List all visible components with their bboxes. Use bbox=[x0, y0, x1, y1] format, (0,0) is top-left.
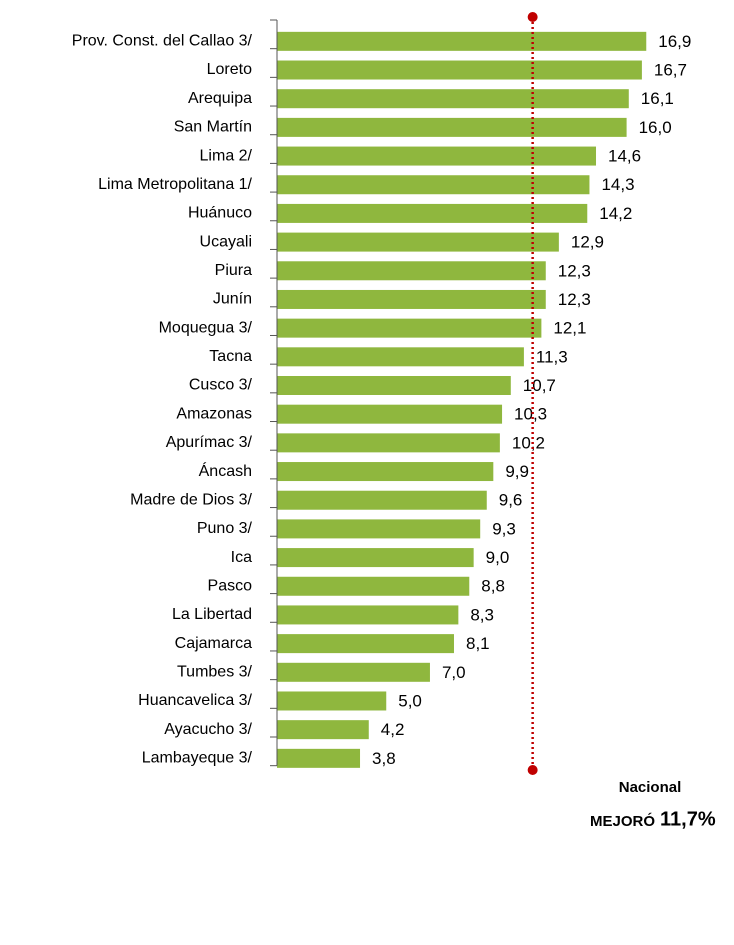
value-label: 8,3 bbox=[470, 605, 494, 624]
bar bbox=[277, 433, 500, 453]
value-label: 4,2 bbox=[381, 720, 405, 739]
category-label: Prov. Const. del Callao 3/ bbox=[72, 33, 253, 50]
category-label: Huancavelica 3/ bbox=[138, 692, 252, 709]
bar bbox=[277, 748, 361, 768]
value-label: 16,1 bbox=[641, 89, 674, 108]
category-label: Lima 2/ bbox=[200, 147, 253, 164]
value-label: 14,6 bbox=[608, 147, 641, 166]
category-label: La Libertad bbox=[172, 606, 252, 623]
bar bbox=[277, 490, 487, 510]
category-label: San Martín bbox=[174, 119, 252, 136]
value-label: 16,7 bbox=[654, 61, 687, 80]
category-label: Ayacucho 3/ bbox=[164, 721, 252, 738]
bar bbox=[277, 576, 470, 596]
bar bbox=[277, 720, 369, 740]
category-label: Pasco bbox=[208, 577, 253, 594]
bar bbox=[277, 662, 430, 682]
category-label: Apurímac 3/ bbox=[166, 434, 253, 451]
annotation-line2: MEJORÓ bbox=[590, 812, 655, 830]
value-label: 3,8 bbox=[372, 749, 396, 768]
value-label: 9,3 bbox=[492, 519, 516, 538]
reference-end bbox=[527, 12, 538, 22]
value-label: 10,3 bbox=[514, 405, 547, 424]
bar bbox=[277, 60, 642, 80]
category-label: Amazonas bbox=[176, 405, 252, 422]
value-label: 12,1 bbox=[553, 319, 586, 338]
value-label: 14,3 bbox=[601, 175, 634, 194]
category-label: Cusco 3/ bbox=[189, 377, 253, 394]
category-label: Junín bbox=[213, 291, 252, 308]
category-label: Arequipa bbox=[188, 90, 252, 107]
category-label: Lambayeque 3/ bbox=[142, 750, 253, 767]
bar bbox=[277, 289, 546, 309]
bar bbox=[277, 605, 459, 625]
value-label: 12,3 bbox=[558, 290, 591, 309]
bar bbox=[277, 462, 494, 482]
annotation-value: 11,7% bbox=[660, 808, 716, 830]
value-label: 16,9 bbox=[658, 32, 691, 51]
bar bbox=[277, 31, 647, 51]
value-label: 5,0 bbox=[398, 691, 422, 710]
category-label: Ica bbox=[231, 549, 252, 566]
bar bbox=[277, 117, 627, 137]
value-label: 9,0 bbox=[486, 548, 510, 567]
category-label: Huánuco bbox=[188, 205, 252, 222]
reference-end bbox=[527, 765, 538, 775]
category-label: Tacna bbox=[209, 348, 252, 365]
category-label: Tumbes 3/ bbox=[177, 664, 253, 681]
category-label: Madre de Dios 3/ bbox=[130, 491, 252, 508]
bar bbox=[277, 318, 542, 338]
value-label: 7,0 bbox=[442, 663, 466, 682]
value-label: 11,3 bbox=[536, 347, 568, 366]
bar bbox=[277, 634, 454, 654]
category-label: Cajamarca bbox=[175, 635, 252, 652]
category-label: Puno 3/ bbox=[197, 520, 253, 537]
value-label: 16,0 bbox=[639, 118, 672, 137]
value-label: 14,2 bbox=[599, 204, 632, 223]
bar bbox=[277, 175, 590, 195]
value-label: 8,1 bbox=[466, 634, 490, 653]
value-label: 9,6 bbox=[499, 491, 523, 510]
category-label: Loreto bbox=[207, 61, 252, 78]
value-label: 12,9 bbox=[571, 233, 604, 252]
category-label: Piura bbox=[215, 262, 252, 279]
bar bbox=[277, 519, 481, 539]
value-label: 10,2 bbox=[512, 433, 545, 452]
bar bbox=[277, 691, 387, 711]
bar bbox=[277, 548, 474, 568]
bar bbox=[277, 347, 524, 367]
value-label: 8,8 bbox=[481, 577, 505, 596]
bar bbox=[277, 404, 503, 424]
bar bbox=[277, 89, 629, 109]
value-label: 10,7 bbox=[523, 376, 556, 395]
value-label: 9,9 bbox=[505, 462, 529, 481]
bar bbox=[277, 376, 511, 395]
bar bbox=[277, 261, 546, 281]
category-label: Áncash bbox=[199, 461, 252, 480]
category-label: Lima Metropolitana 1/ bbox=[98, 176, 252, 193]
category-label: Ucayali bbox=[200, 233, 252, 250]
annotation-line1: Nacional bbox=[619, 779, 682, 796]
bar bbox=[277, 232, 559, 252]
value-label: 12,3 bbox=[558, 261, 591, 280]
bar bbox=[277, 203, 588, 223]
category-label: Moquegua 3/ bbox=[159, 319, 253, 336]
bar bbox=[277, 146, 597, 166]
